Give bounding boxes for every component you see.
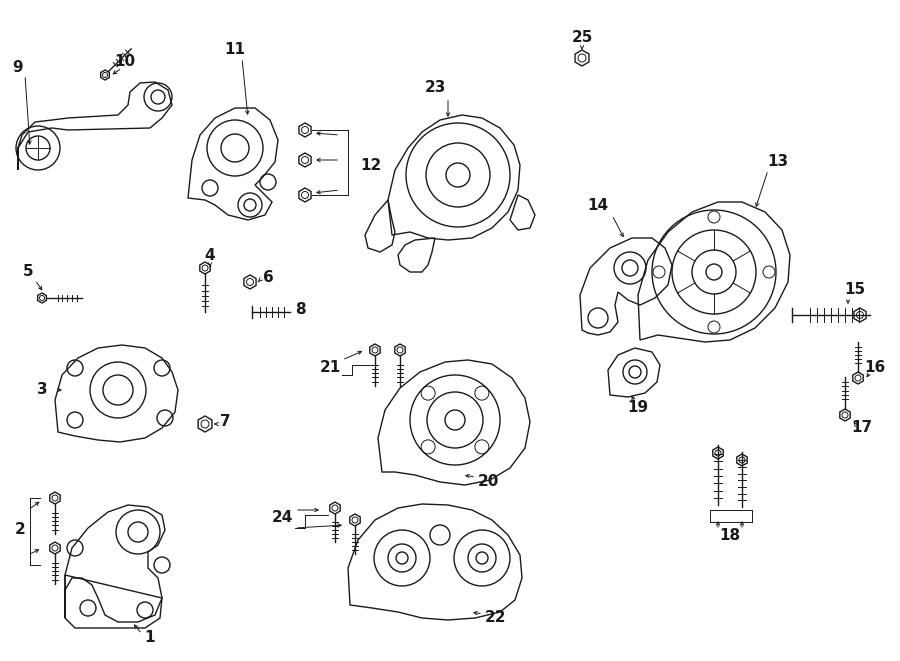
Text: 8: 8 xyxy=(294,303,305,317)
Text: 18: 18 xyxy=(719,527,741,543)
Text: 17: 17 xyxy=(851,420,873,436)
Text: 22: 22 xyxy=(484,611,506,625)
Text: 7: 7 xyxy=(220,414,230,430)
Text: 20: 20 xyxy=(477,475,499,490)
Text: 16: 16 xyxy=(864,360,886,375)
Text: 15: 15 xyxy=(844,282,866,297)
Text: 6: 6 xyxy=(263,270,274,286)
Text: 13: 13 xyxy=(768,155,788,169)
Text: 23: 23 xyxy=(424,81,446,95)
Text: 9: 9 xyxy=(13,61,23,75)
Text: 12: 12 xyxy=(360,157,382,173)
Text: 1: 1 xyxy=(145,631,155,646)
Text: 2: 2 xyxy=(14,522,25,537)
Text: 25: 25 xyxy=(572,30,593,46)
Text: 11: 11 xyxy=(224,42,246,58)
Text: 19: 19 xyxy=(627,401,649,416)
Text: 4: 4 xyxy=(204,247,215,262)
Text: 14: 14 xyxy=(588,198,608,212)
Text: 10: 10 xyxy=(114,54,136,69)
Text: 21: 21 xyxy=(320,360,340,375)
Text: 24: 24 xyxy=(271,510,292,525)
Text: 3: 3 xyxy=(37,383,48,397)
Text: 5: 5 xyxy=(22,264,33,280)
